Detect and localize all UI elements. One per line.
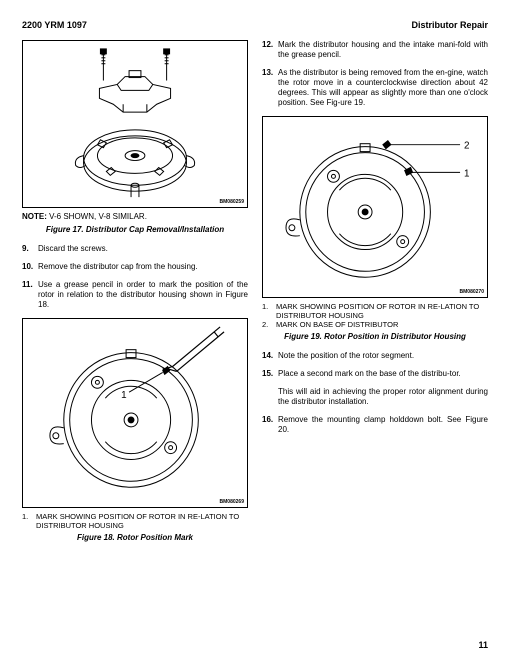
step-text: Note the position of the rotor segment. <box>278 351 488 361</box>
step-text: Remove the distributor cap from the hous… <box>38 262 248 272</box>
legend-item: 2.MARK ON BASE OF DISTRIBUTOR <box>262 320 488 329</box>
step-14: 14.Note the position of the rotor segmen… <box>262 351 488 361</box>
steps-14-15: 14.Note the position of the rotor segmen… <box>262 351 488 379</box>
figure-19-box: 1 2 BM080270 <box>262 116 488 298</box>
step-num: 13. <box>262 68 278 108</box>
figure-17-illustration <box>23 41 247 207</box>
step-12: 12.Mark the distributor housing and the … <box>262 40 488 60</box>
callout-1-label: 1 <box>464 168 470 179</box>
step-num: 10. <box>22 262 38 272</box>
step-num: 11. <box>22 280 38 310</box>
figure-17-id: BM080259 <box>220 199 244 205</box>
step-text: Place a second mark on the base of the d… <box>278 369 488 379</box>
step-16: 16.Remove the mounting clamp holddown bo… <box>262 415 488 435</box>
callout-1-label: 1 <box>121 390 127 401</box>
step-10: 10.Remove the distributor cap from the h… <box>22 262 248 272</box>
page-header: 2200 YRM 1097 Distributor Repair <box>22 20 488 30</box>
step-11: 11.Use a grease pencil in order to mark … <box>22 280 248 310</box>
header-left: 2200 YRM 1097 <box>22 20 87 30</box>
step-num: 14. <box>262 351 278 361</box>
step-num: 16. <box>262 415 278 435</box>
right-column: 12.Mark the distributor housing and the … <box>262 40 488 552</box>
note-text: V-6 SHOWN, V-8 SIMILAR. <box>47 212 147 221</box>
step-text: Remove the mounting clamp holddown bolt.… <box>278 415 488 435</box>
steps-9-11: 9.Discard the screws. 10.Remove the dist… <box>22 244 248 310</box>
figure-18-caption: Figure 18. Rotor Position Mark <box>22 533 248 542</box>
step-text: Use a grease pencil in order to mark the… <box>38 280 248 310</box>
note-prefix: NOTE: <box>22 212 47 221</box>
step-15-note: This will aid in achieving the proper ro… <box>278 387 488 407</box>
step-text: As the distributor is being removed from… <box>278 68 488 108</box>
left-column: BM080259 NOTE: V-6 SHOWN, V-8 SIMILAR. F… <box>22 40 248 552</box>
figure-18-illustration: 1 <box>23 319 247 507</box>
step-num: 12. <box>262 40 278 60</box>
figure-18-box: 1 BM080269 <box>22 318 248 508</box>
legend-item: 1.MARK SHOWING POSITION OF ROTOR IN RE-L… <box>262 302 488 320</box>
figure-17-caption: Figure 17. Distributor Cap Removal/Insta… <box>22 225 248 234</box>
step-num: 15. <box>262 369 278 379</box>
figure-18-legend: 1.MARK SHOWING POSITION OF ROTOR IN RE-L… <box>22 512 248 530</box>
legend-text: MARK SHOWING POSITION OF ROTOR IN RE-LAT… <box>36 512 248 530</box>
legend-text: MARK SHOWING POSITION OF ROTOR IN RE-LAT… <box>276 302 488 320</box>
step-9: 9.Discard the screws. <box>22 244 248 254</box>
legend-item: 1.MARK SHOWING POSITION OF ROTOR IN RE-L… <box>22 512 248 530</box>
step-13: 13.As the distributor is being removed f… <box>262 68 488 108</box>
legend-num: 1. <box>262 302 276 320</box>
legend-text: MARK ON BASE OF DISTRIBUTOR <box>276 320 398 329</box>
two-column-layout: BM080259 NOTE: V-6 SHOWN, V-8 SIMILAR. F… <box>22 40 488 552</box>
page-number: 11 <box>478 640 488 650</box>
figure-19-illustration: 1 2 <box>263 117 487 297</box>
figure-19-caption: Figure 19. Rotor Position in Distributor… <box>262 332 488 341</box>
step-15: 15.Place a second mark on the base of th… <box>262 369 488 379</box>
figure-19-id: BM080270 <box>460 289 484 295</box>
figure-17-box: BM080259 <box>22 40 248 208</box>
step-text: Mark the distributor housing and the int… <box>278 40 488 60</box>
header-right: Distributor Repair <box>411 20 488 30</box>
legend-num: 1. <box>22 512 36 530</box>
legend-num: 2. <box>262 320 276 329</box>
steps-16: 16.Remove the mounting clamp holddown bo… <box>262 415 488 435</box>
step-text: Discard the screws. <box>38 244 248 254</box>
steps-12-13: 12.Mark the distributor housing and the … <box>262 40 488 108</box>
step-num: 9. <box>22 244 38 254</box>
figure-17-note: NOTE: V-6 SHOWN, V-8 SIMILAR. <box>22 212 248 221</box>
callout-2-label: 2 <box>464 141 470 152</box>
figure-18-id: BM080269 <box>220 499 244 505</box>
figure-19-legend: 1.MARK SHOWING POSITION OF ROTOR IN RE-L… <box>262 302 488 329</box>
